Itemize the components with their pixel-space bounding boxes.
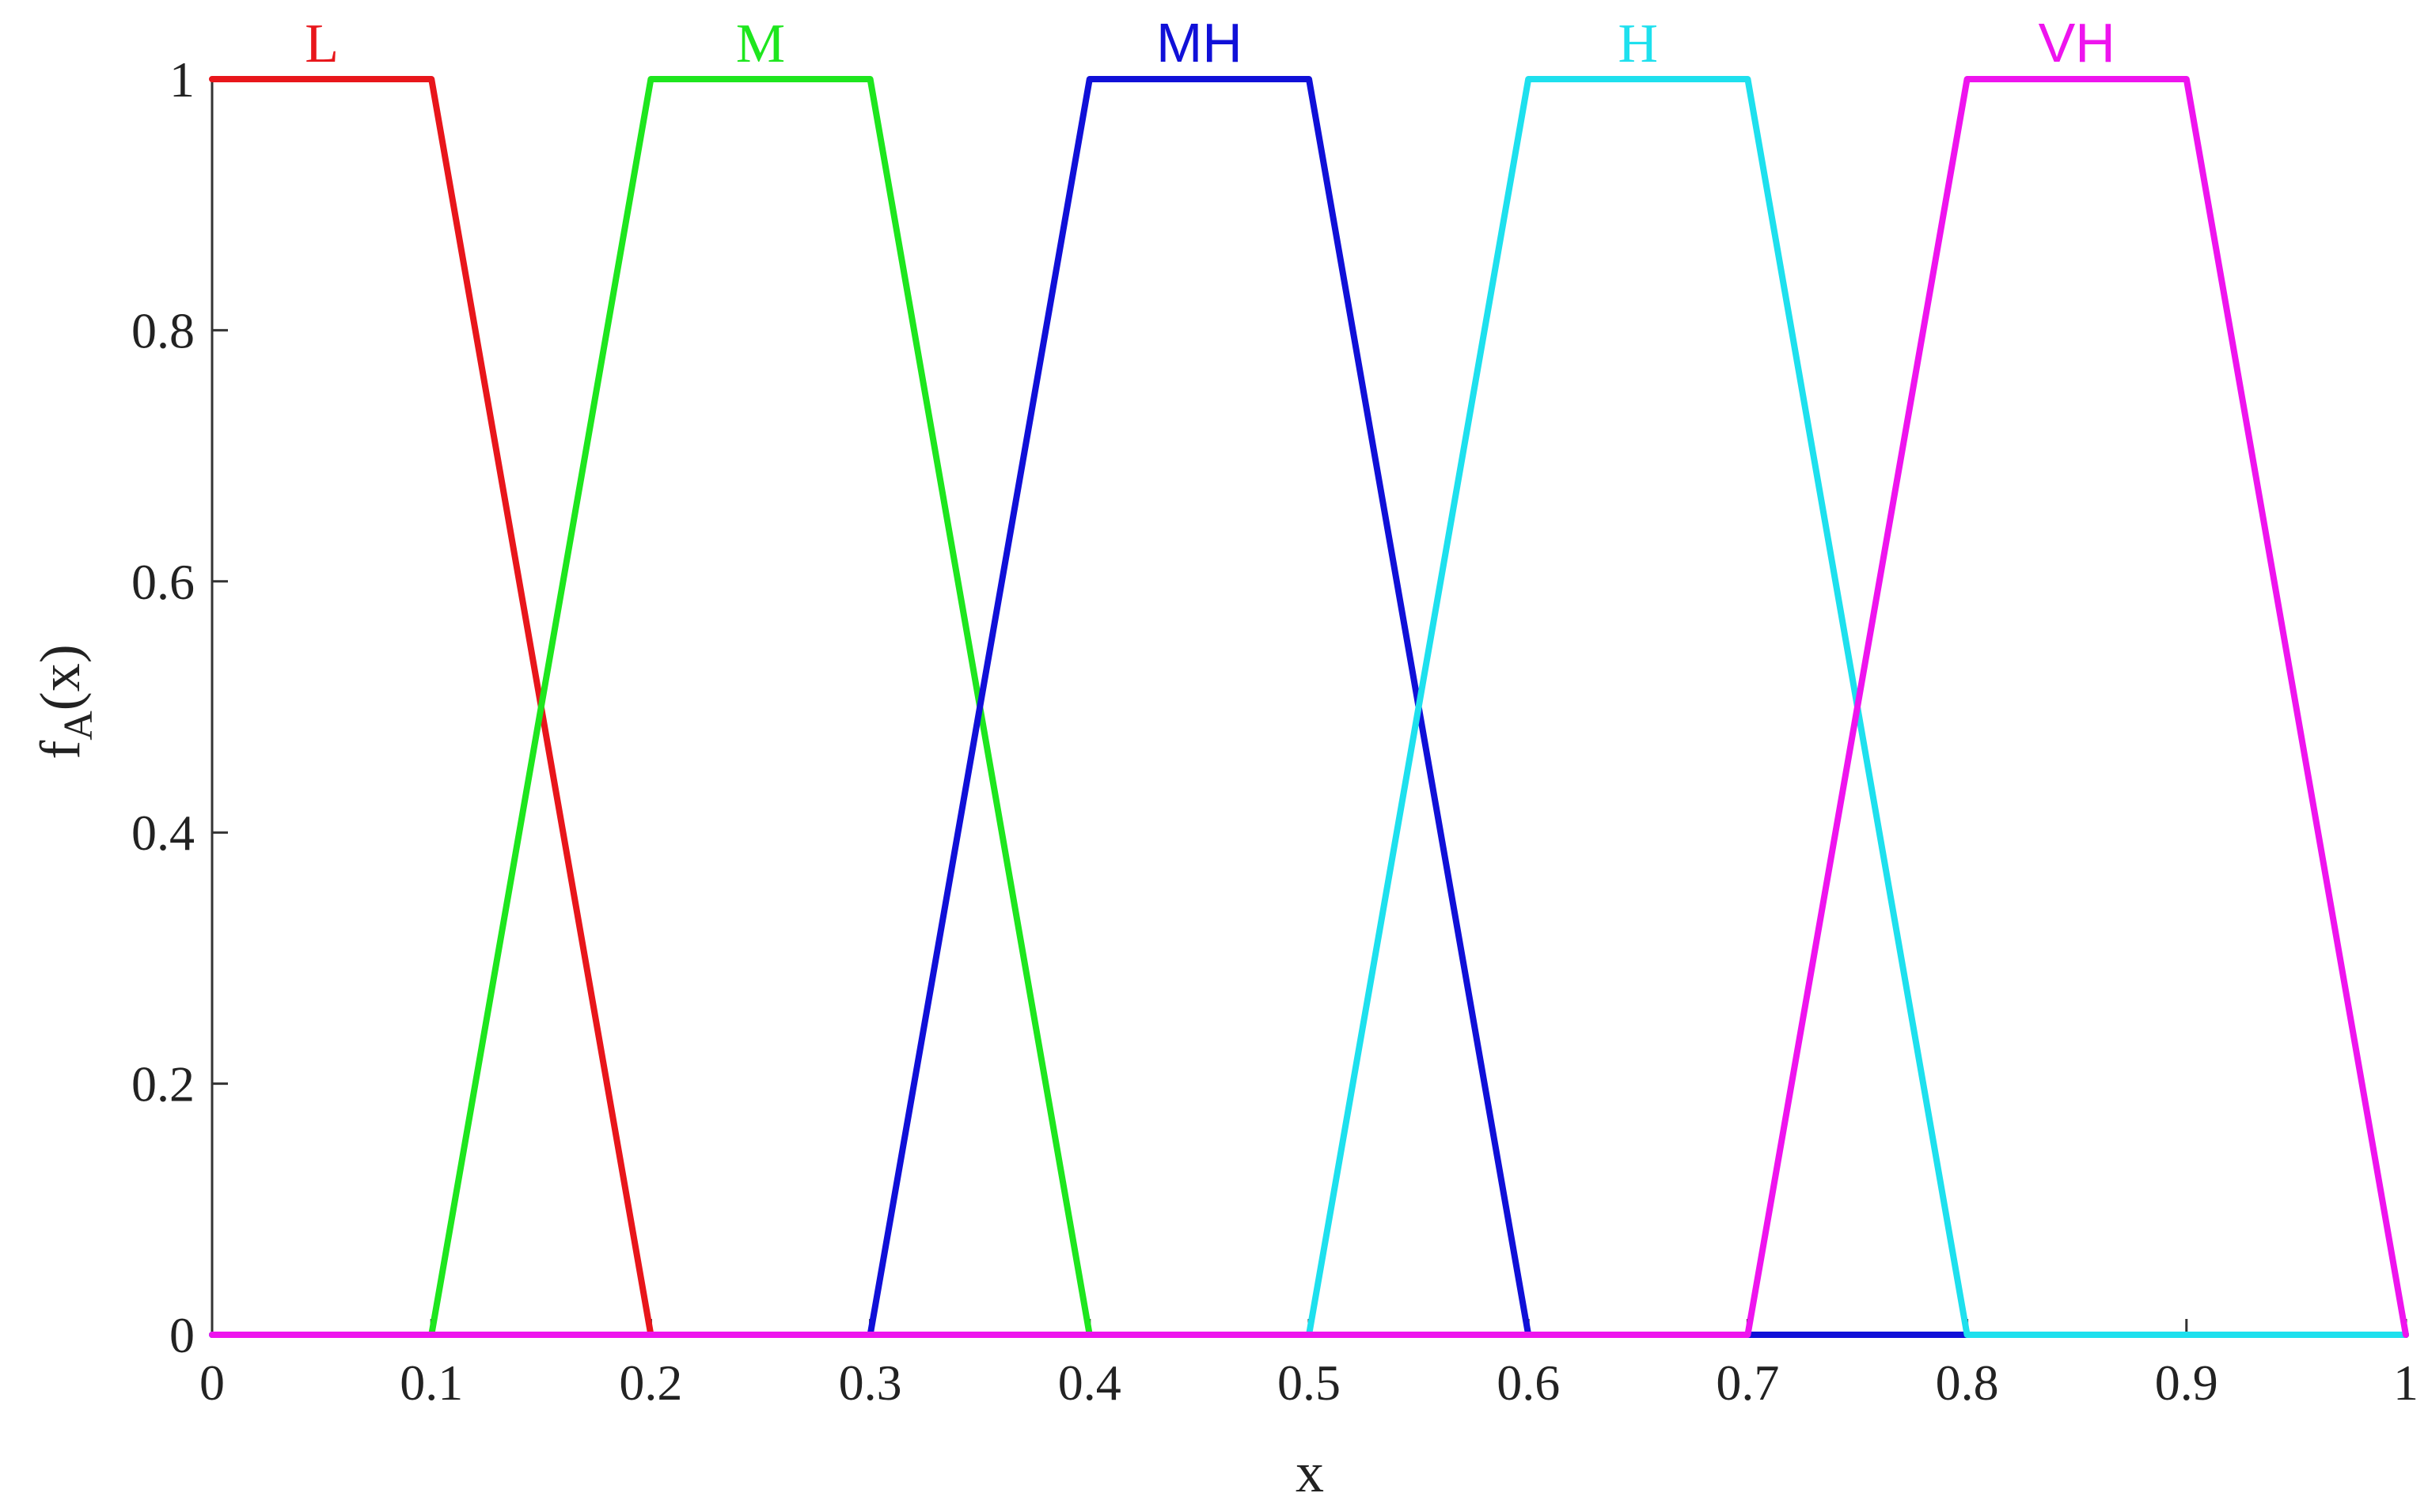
y-tick-label: 0.2	[131, 1056, 195, 1112]
series-label-mh: MH	[1156, 12, 1242, 74]
series-labels: L M MH H VH	[305, 12, 2115, 74]
x-tick-label: 0.7	[1716, 1355, 1779, 1411]
y-tick-label: 0	[169, 1307, 195, 1363]
series-lines	[209, 76, 2409, 1338]
x-tick-label: 0.1	[400, 1355, 463, 1411]
x-tick-label: 0.8	[1936, 1355, 1999, 1411]
x-tick-label: 0.6	[1497, 1355, 1560, 1411]
x-tick-label: 0.2	[619, 1355, 682, 1411]
x-tick-label: 0.5	[1277, 1355, 1341, 1411]
x-tick-label: 0	[199, 1355, 225, 1411]
series-line-vh	[209, 76, 2409, 1338]
x-tick-label: 0.3	[839, 1355, 902, 1411]
y-tick-label: 0.4	[131, 805, 195, 861]
series-label-vh: VH	[2039, 12, 2115, 74]
y-axis-title: fA(x)	[28, 644, 101, 760]
x-axis-title: x	[1296, 1441, 1324, 1504]
series-label-h: H	[1618, 13, 1659, 74]
series-label-l: L	[305, 13, 339, 74]
y-axis-title-suffix: (x)	[28, 644, 92, 711]
y-tick-label: 1	[169, 51, 195, 108]
x-tick-label: 0.4	[1058, 1355, 1121, 1411]
y-tick-label: 0.8	[131, 302, 195, 358]
series-label-m: M	[736, 13, 785, 74]
axes: 0 0.1 0.2 0.3 0.4 0.5 0.6 0.7 0.8 0.9 1 0 0.2 0.4 0.6 0…	[131, 51, 2419, 1411]
y-axis-title-sub: A	[56, 711, 101, 741]
y-axis-title-main: f	[28, 741, 92, 760]
x-tick-label: 0.9	[2155, 1355, 2218, 1411]
series-line-m	[209, 76, 2409, 1338]
x-tick-label: 1	[2393, 1355, 2419, 1411]
y-tick-label: 0.6	[131, 554, 195, 610]
